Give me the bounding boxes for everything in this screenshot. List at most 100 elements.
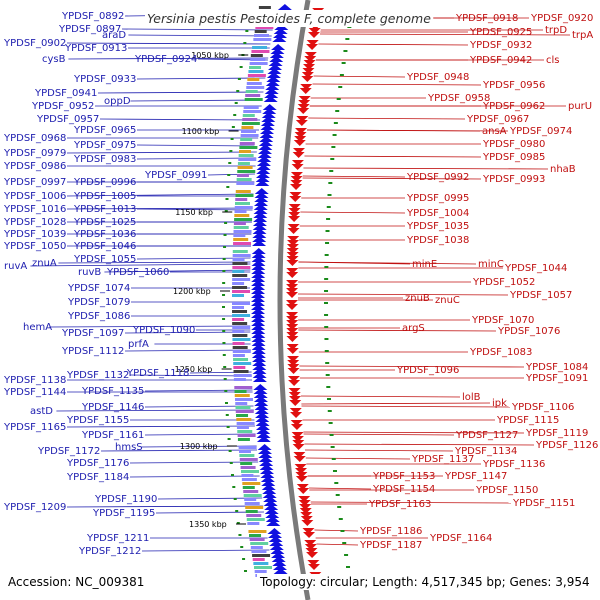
gc-tick xyxy=(326,206,331,208)
gc-tick xyxy=(325,230,330,232)
forward-gene-arrow xyxy=(258,456,273,462)
reverse-gene-arrow xyxy=(287,368,300,374)
callout-line xyxy=(308,487,372,490)
gc-tick xyxy=(225,414,229,416)
cog-block xyxy=(236,414,249,417)
cog-block xyxy=(233,374,252,377)
gene-label-right: YPDSF_1038 xyxy=(406,235,469,246)
gc-tick xyxy=(331,146,336,148)
reverse-gene-arrow xyxy=(303,60,316,66)
callout-line xyxy=(129,374,252,377)
gc-tick xyxy=(329,170,334,172)
forward-gene-arrow xyxy=(267,528,282,534)
reverse-gene-arrow xyxy=(287,364,300,370)
forward-gene-arrow xyxy=(251,276,266,282)
reverse-gene-arrow xyxy=(301,520,314,526)
forward-gene-arrow xyxy=(270,48,285,54)
callout-line xyxy=(318,43,469,46)
gene-label-right: YPDSF_0920 xyxy=(530,13,593,24)
genome-title: Yersinia pestis Pestoides F, complete ge… xyxy=(147,11,431,26)
forward-gene-arrow xyxy=(253,200,268,206)
forward-gene-arrow xyxy=(251,320,266,326)
forward-gene-arrow xyxy=(252,376,267,382)
gene-label-right: YPDSF_1096 xyxy=(396,365,459,376)
cog-block xyxy=(232,254,251,257)
forward-gene-arrow xyxy=(255,416,270,422)
forward-gene-arrow xyxy=(255,176,270,182)
cog-block xyxy=(232,318,245,321)
gene-label-left: YPDSF_1212 xyxy=(78,546,141,557)
gene-label-left: cysB xyxy=(42,54,66,65)
topology-text: Topology: circular; Length: 4,517,345 bp… xyxy=(259,575,590,589)
cog-block xyxy=(244,502,260,505)
gene-label-right: YPDSF_0967 xyxy=(466,114,529,125)
reverse-gene-arrow xyxy=(287,356,300,362)
callout-line xyxy=(312,83,482,86)
gene-label-right: minC xyxy=(478,259,504,270)
cog-block xyxy=(233,222,246,225)
cog-block xyxy=(232,326,251,329)
gc-tick xyxy=(333,122,338,124)
reverse-gene-arrow xyxy=(286,300,299,306)
reverse-gene-arrow xyxy=(304,540,317,546)
reverse-gene-arrow xyxy=(286,248,299,254)
gc-tick xyxy=(324,266,329,268)
cog-block xyxy=(240,462,253,465)
callout-line xyxy=(144,405,254,408)
reverse-gene-arrow xyxy=(286,344,299,350)
cog-block xyxy=(232,342,245,345)
forward-gene-arrow xyxy=(268,536,283,542)
cog-block xyxy=(247,78,260,81)
callout-line xyxy=(130,99,263,102)
callout-line xyxy=(30,263,251,267)
forward-gene-arrow xyxy=(262,492,277,498)
callout-line xyxy=(303,433,455,436)
gc-tick xyxy=(224,210,228,212)
scale-label: 1250 kbp xyxy=(175,365,213,374)
gc-tick xyxy=(327,410,332,412)
gene-label-right: znuB xyxy=(405,293,430,304)
gene-label-left: YPDSF_1025 xyxy=(73,217,136,228)
forward-gene-arrow xyxy=(273,568,288,574)
forward-gene-arrow xyxy=(254,188,269,194)
gene-label-right: YPDSF_1134 xyxy=(454,446,517,457)
cog-block xyxy=(235,406,251,409)
gene-label-right: YPDSF_1076 xyxy=(497,326,560,337)
reverse-gene-arrow xyxy=(286,336,299,342)
gene-label-left: YPDSF_1155 xyxy=(66,415,129,426)
gc-tick xyxy=(228,450,232,452)
reverse-gene-arrow xyxy=(286,252,299,258)
reverse-gene-arrow xyxy=(304,56,317,62)
gc-tick xyxy=(222,294,226,296)
forward-gene-arrow xyxy=(254,404,269,410)
callout-line xyxy=(66,193,254,197)
reverse-gene-arrow xyxy=(286,324,299,330)
forward-gene-arrow xyxy=(251,308,266,314)
cog-block xyxy=(244,498,257,501)
gene-label-left: YPDSF_0902 xyxy=(3,38,66,49)
forward-gene-arrow xyxy=(269,52,284,58)
accession-text: Accession: NC_009381 xyxy=(8,575,144,589)
gc-tick xyxy=(222,318,226,320)
forward-gene-arrow xyxy=(251,288,266,294)
cog-block xyxy=(241,478,257,481)
reverse-gene-arrow xyxy=(295,120,308,126)
gene-label-right: YPDSF_1153 xyxy=(372,471,435,482)
cog-block xyxy=(232,310,248,313)
gc-tick xyxy=(225,198,229,200)
gene-label-left: YPDSF_1172 xyxy=(37,446,100,457)
callout-line xyxy=(66,207,253,210)
gene-label-left: YPDSF_1005 xyxy=(73,191,136,202)
cog-block xyxy=(233,230,252,233)
callout-line xyxy=(97,91,264,94)
cog-block xyxy=(233,362,252,365)
forward-gene-arrow xyxy=(251,348,266,354)
gc-tick xyxy=(222,282,226,284)
reverse-gene-arrow xyxy=(288,204,301,210)
reverse-gene-arrow xyxy=(286,304,299,310)
gc-tick xyxy=(337,506,342,508)
scale-ticks: 1050 kbp 1100 kbp 1150 kbp 1200 kbp 1250 kbp… xyxy=(173,51,249,529)
cog-block xyxy=(232,250,248,253)
gc-tick xyxy=(235,510,239,512)
cog-block xyxy=(258,6,271,9)
